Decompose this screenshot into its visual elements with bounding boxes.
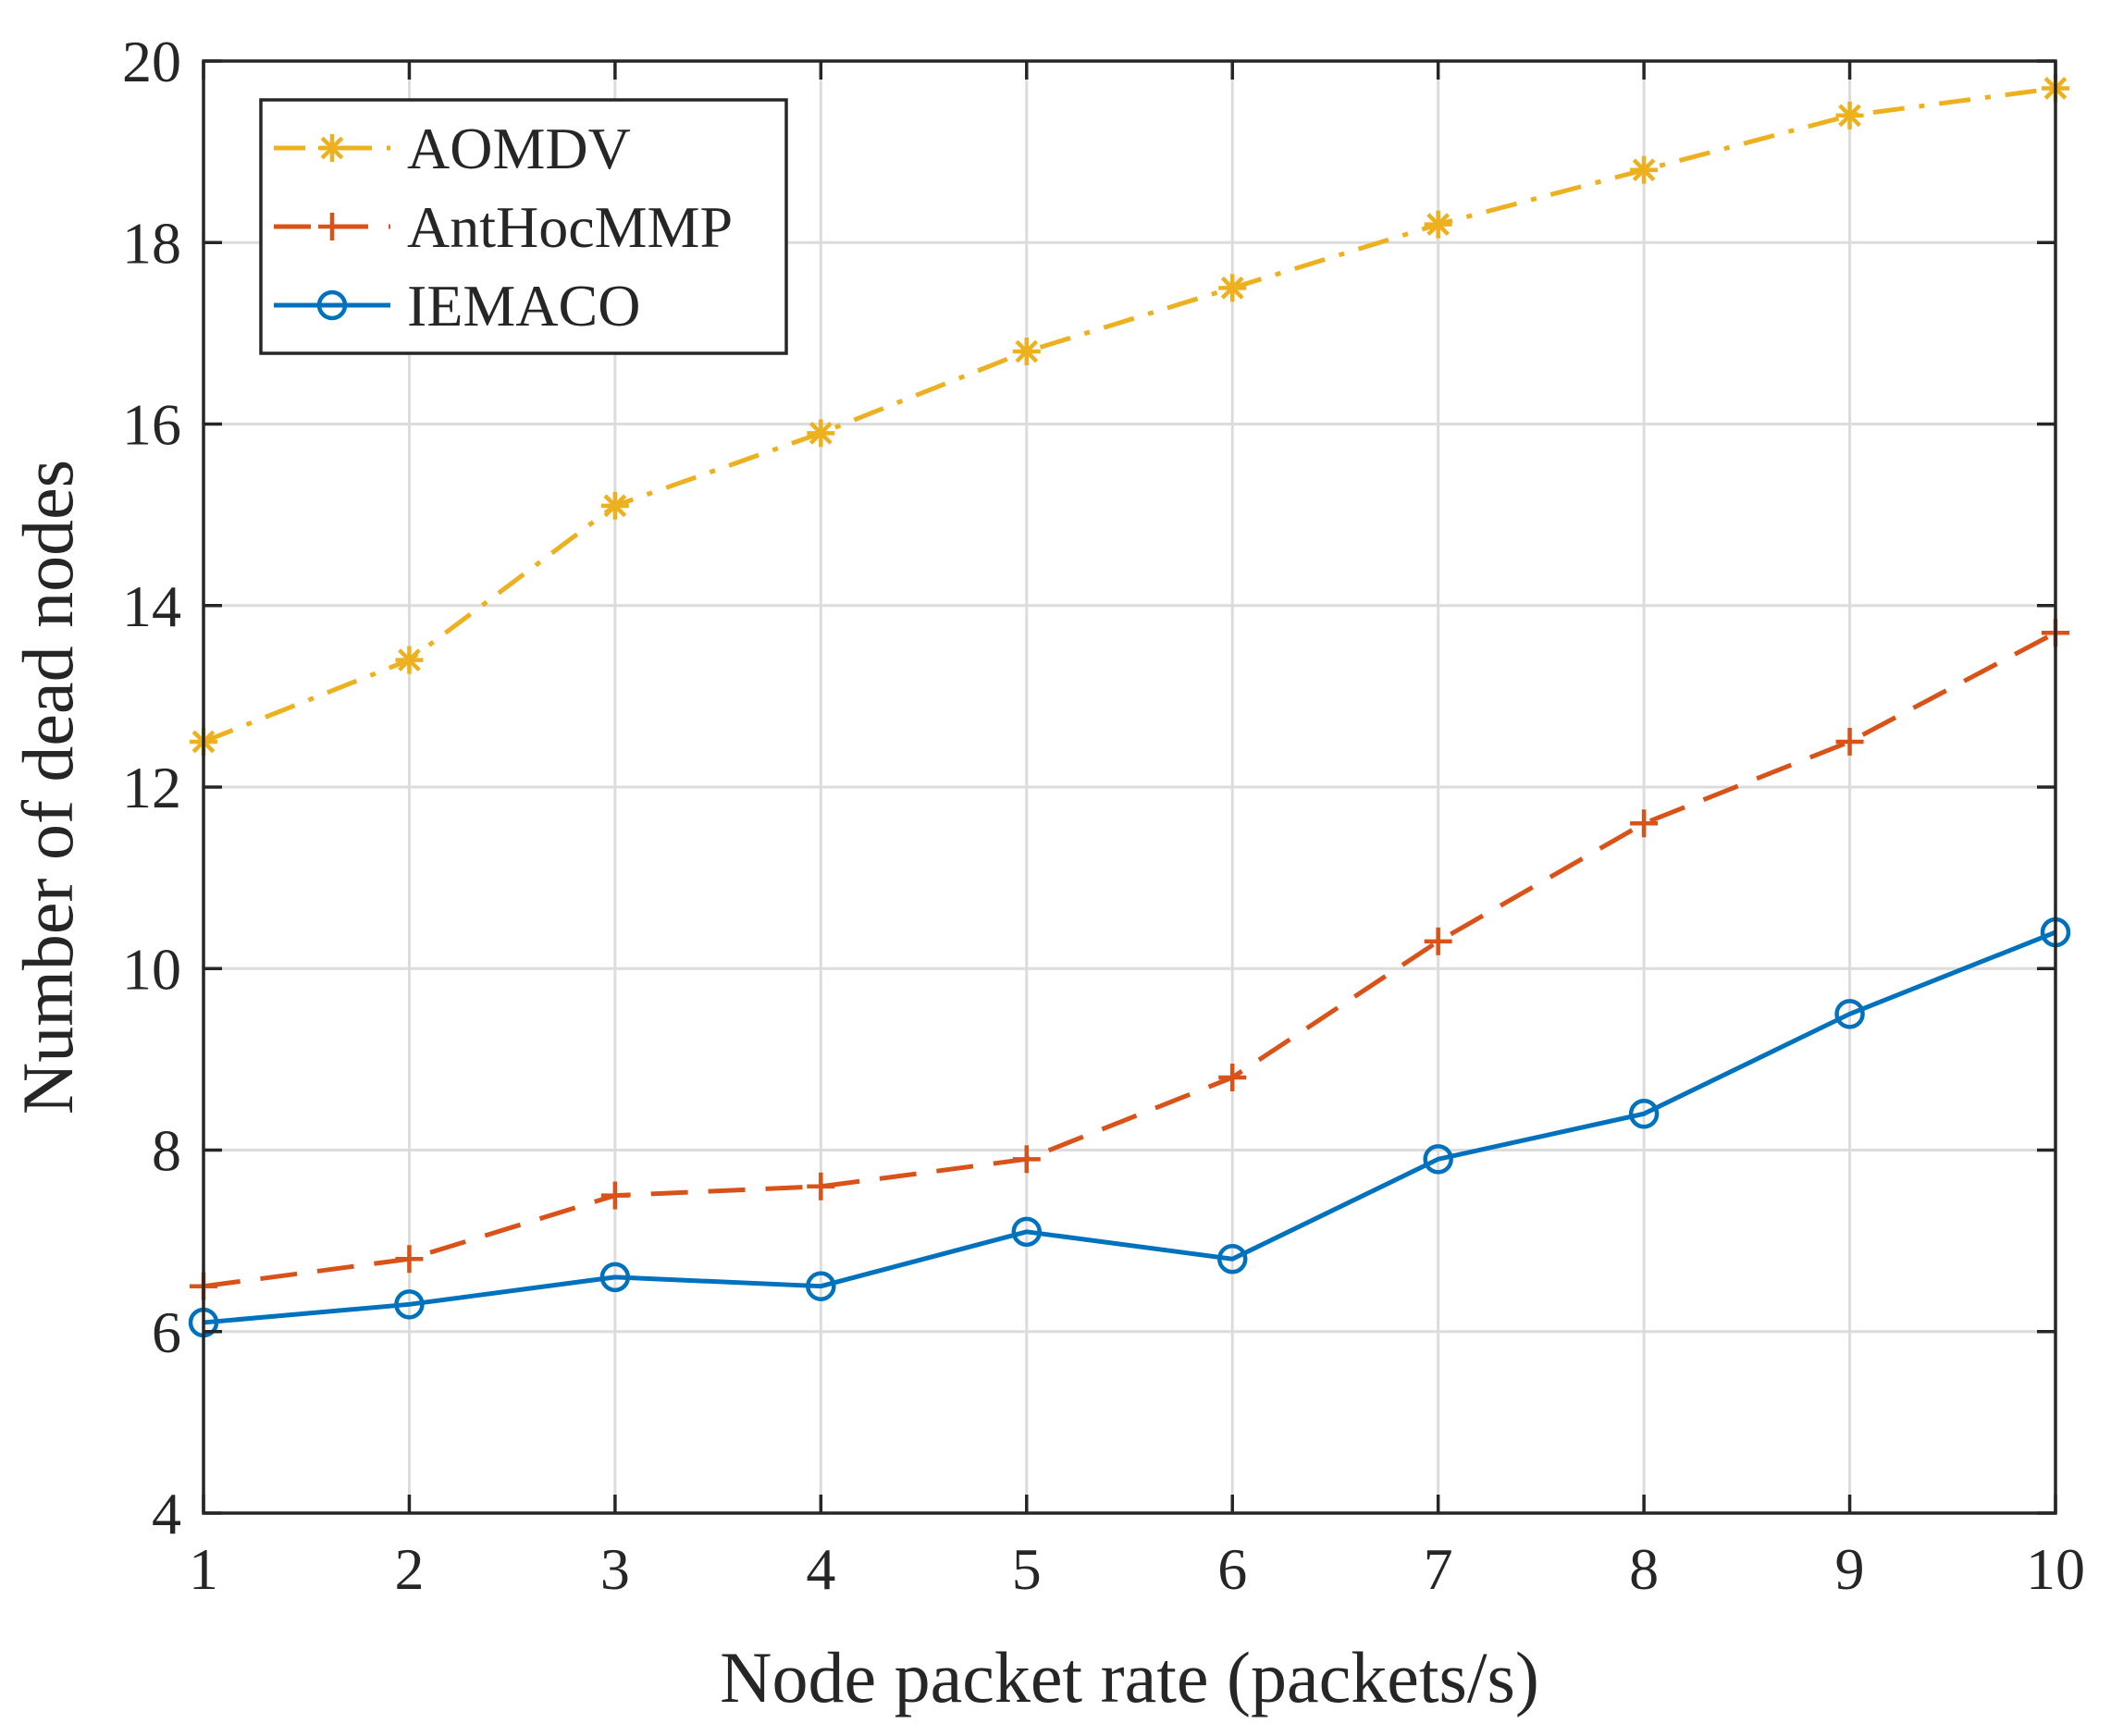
x-tick-label: 8 bbox=[1629, 1536, 1659, 1602]
legend-marker bbox=[318, 213, 346, 240]
circle-marker-shape bbox=[1834, 999, 1865, 1029]
asterisk-marker-d2 bbox=[1220, 276, 1244, 300]
grid-lines bbox=[204, 61, 2055, 1513]
y-tick-label: 8 bbox=[152, 1118, 181, 1184]
series-line-iemaco bbox=[203, 930, 2056, 1325]
data-point-anthocmmp bbox=[1835, 727, 1864, 756]
y-tick-label: 10 bbox=[122, 936, 181, 1002]
legend-marker bbox=[316, 289, 348, 321]
circle-marker-shape bbox=[1423, 1144, 1453, 1175]
data-point-iemaco bbox=[1628, 1099, 1660, 1129]
data-point-anthocmmp bbox=[1630, 809, 1659, 838]
y-tick-label: 6 bbox=[152, 1299, 181, 1365]
y-tick-label: 20 bbox=[122, 29, 181, 94]
x-tick-label: 7 bbox=[1424, 1536, 1453, 1602]
legend-marker bbox=[318, 134, 346, 162]
data-point-anthocmmp bbox=[395, 1245, 424, 1274]
data-point-aomdv bbox=[1424, 210, 1452, 239]
data-point-anthocmmp bbox=[807, 1172, 835, 1200]
data-point-iemaco bbox=[394, 1289, 425, 1320]
x-tick-label: 9 bbox=[1835, 1536, 1865, 1602]
series-aomdv bbox=[190, 74, 2069, 756]
asterisk-marker-d2 bbox=[1015, 339, 1039, 363]
y-axis-title: Number of dead nodes bbox=[7, 460, 88, 1114]
legend-label: AOMDV bbox=[407, 116, 631, 181]
data-point-anthocmmp bbox=[1424, 927, 1452, 955]
series-line-aomdv bbox=[203, 85, 2056, 745]
y-tick-label: 14 bbox=[122, 573, 181, 639]
legend-item-iemaco: IEMACO bbox=[274, 273, 640, 339]
legend: AOMDV AntHocMMP IEMACO bbox=[259, 98, 788, 355]
data-point-anthocmmp bbox=[1218, 1064, 1247, 1091]
asterisk-marker-d2 bbox=[809, 421, 833, 445]
data-point-aomdv bbox=[600, 491, 629, 520]
asterisk-marker-d2 bbox=[1632, 158, 1656, 182]
data-point-anthocmmp bbox=[1012, 1145, 1041, 1174]
asterisk-marker-d2 bbox=[1426, 213, 1451, 237]
x-tick-label: 10 bbox=[2026, 1536, 2085, 1602]
data-point-anthocmmp bbox=[600, 1181, 629, 1210]
data-point-aomdv bbox=[1012, 338, 1041, 365]
axes bbox=[202, 59, 2057, 1515]
x-tick-label: 6 bbox=[1217, 1536, 1247, 1602]
data-point-iemaco bbox=[806, 1271, 836, 1301]
series-layer bbox=[188, 74, 2071, 1338]
circle-marker-shape bbox=[394, 1289, 425, 1320]
circle-marker-shape bbox=[599, 1262, 631, 1293]
y-tick-label: 18 bbox=[122, 210, 181, 276]
data-point-iemaco bbox=[1423, 1144, 1453, 1175]
circle-marker-shape bbox=[1011, 1216, 1043, 1248]
circle-marker-shape bbox=[1628, 1099, 1660, 1129]
data-point-aomdv bbox=[395, 646, 424, 674]
data-point-aomdv bbox=[1630, 155, 1659, 184]
asterisk-marker-d2 bbox=[603, 494, 627, 518]
data-point-iemaco bbox=[599, 1262, 631, 1293]
x-tick-label: 3 bbox=[600, 1536, 630, 1602]
y-tick-label: 4 bbox=[152, 1481, 181, 1546]
data-point-iemaco bbox=[1216, 1244, 1248, 1274]
legend-item-aomdv: AOMDV bbox=[274, 116, 631, 181]
y-tick-label: 12 bbox=[122, 755, 181, 820]
y-tick-label: 16 bbox=[122, 392, 181, 458]
data-point-aomdv bbox=[1835, 101, 1864, 129]
data-point-iemaco bbox=[1011, 1216, 1043, 1248]
asterisk-marker-d2 bbox=[398, 648, 421, 672]
legend-label: IEMACO bbox=[407, 273, 640, 339]
data-point-iemaco bbox=[1834, 999, 1865, 1029]
data-point-aomdv bbox=[1218, 274, 1247, 302]
legend-item-anthocmmp: AntHocMMP bbox=[274, 194, 733, 260]
x-tick-label: 5 bbox=[1012, 1536, 1042, 1602]
circle-marker-shape bbox=[1216, 1244, 1248, 1274]
circle-marker-shape bbox=[316, 289, 348, 321]
legend-label: AntHocMMP bbox=[407, 194, 733, 260]
series-line-anthocmmp bbox=[203, 630, 2057, 1289]
asterisk-marker-d2 bbox=[1838, 104, 1861, 128]
x-tick-label: 1 bbox=[189, 1536, 218, 1602]
x-tick-label: 2 bbox=[394, 1536, 424, 1602]
data-point-aomdv bbox=[807, 419, 835, 448]
asterisk-marker-d2 bbox=[320, 136, 344, 160]
x-axis-title: Node packet rate (packets/s) bbox=[720, 1637, 1539, 1718]
circle-marker-shape bbox=[806, 1271, 836, 1301]
x-tick-label: 4 bbox=[806, 1536, 835, 1602]
